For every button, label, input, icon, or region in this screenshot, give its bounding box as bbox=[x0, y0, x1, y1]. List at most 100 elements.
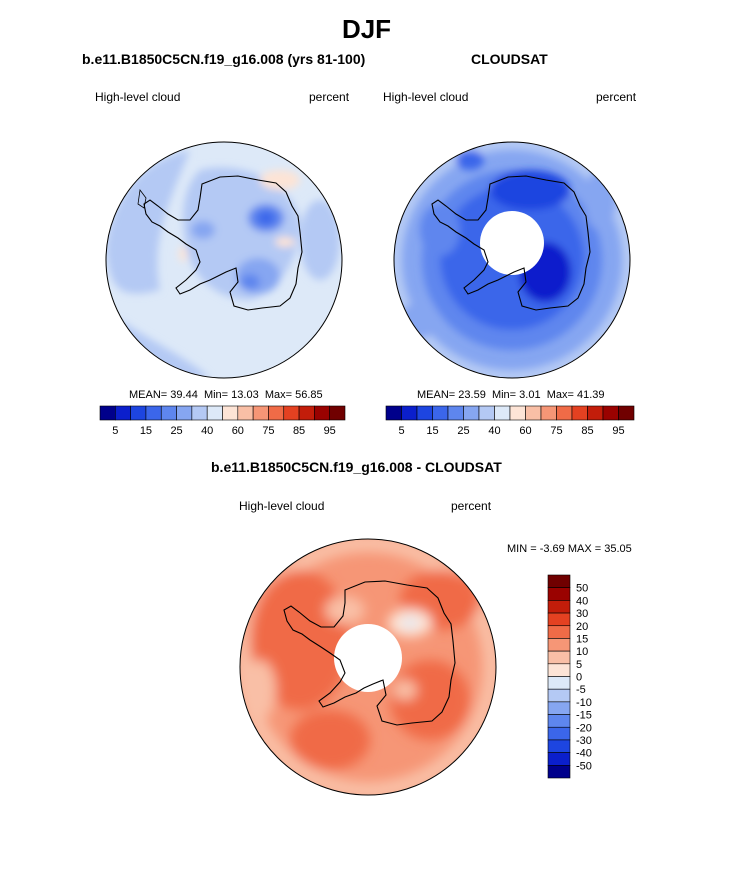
obs-colorbar-box bbox=[416, 405, 433, 421]
model-variable-label: High-level cloud bbox=[95, 90, 181, 104]
obs-colorbar-box bbox=[602, 405, 619, 421]
obs-coastline bbox=[431, 175, 591, 311]
obs-colorbar-box bbox=[447, 405, 464, 421]
diff-colorbar-tick-label: 40 bbox=[576, 595, 588, 607]
diff-colorbar-box bbox=[547, 752, 571, 766]
diff-colorbar-box bbox=[547, 663, 571, 677]
model-colorbar-box bbox=[298, 405, 315, 421]
obs-colorbar-box bbox=[463, 405, 480, 421]
obs-missing-data-hole bbox=[480, 211, 544, 275]
diff-colorbar-box bbox=[547, 587, 571, 601]
model-colorbar-box bbox=[130, 405, 147, 421]
figure-title: DJF bbox=[341, 14, 392, 44]
model-colorbar-box bbox=[160, 405, 177, 421]
diff-colorbar-tick-label: 30 bbox=[576, 608, 588, 620]
model-colorbar-box bbox=[99, 405, 116, 421]
model-panel-title: b.e11.B1850C5CN.f19_g16.008 (yrs 81-100) bbox=[82, 51, 366, 67]
diff-colorbar-tick-label: -5 bbox=[576, 684, 586, 696]
diff-variable-label: High-level cloud bbox=[239, 499, 325, 513]
diff-colorbar-box bbox=[547, 688, 571, 703]
obs-variable-label: High-level cloud bbox=[383, 90, 469, 104]
model-colorbar-box bbox=[268, 405, 285, 421]
model-coastline bbox=[143, 175, 303, 311]
obs-map bbox=[394, 142, 630, 378]
diff-colorbar-tick-label: 5 bbox=[576, 659, 582, 671]
diff-colorbar-box bbox=[547, 676, 571, 690]
model-colorbar-box bbox=[252, 405, 269, 421]
model-colorbar-tick-label: 25 bbox=[170, 425, 182, 437]
model-colorbar-tick-label: 75 bbox=[262, 425, 274, 437]
diff-colorbar-box bbox=[547, 650, 571, 665]
model-units-label: percent bbox=[309, 90, 350, 104]
model-colorbar-box bbox=[176, 405, 193, 421]
model-colorbar-tick-label: 15 bbox=[140, 425, 152, 437]
model-colorbar-box bbox=[191, 405, 208, 421]
diff-colorbar-tick-label: -50 bbox=[576, 760, 592, 772]
obs-colorbar-tick-label: 15 bbox=[426, 425, 438, 437]
obs-colorbar-box bbox=[540, 405, 557, 421]
diff-colorbar-box bbox=[547, 574, 571, 588]
diff-colorbar-box bbox=[547, 714, 571, 728]
diff-cloud-field bbox=[240, 539, 496, 795]
diff-colorbar-tick-label: 15 bbox=[576, 633, 588, 645]
model-colorbar-box bbox=[237, 405, 254, 421]
obs-colorbar-tick-label: 75 bbox=[550, 425, 562, 437]
diff-colorbar-box bbox=[547, 726, 571, 741]
diff-colorbar-box bbox=[547, 612, 571, 627]
obs-colorbar-box bbox=[556, 405, 573, 421]
model-colorbar-box bbox=[283, 405, 300, 421]
model-colorbar-box bbox=[115, 405, 131, 421]
model-colorbar-box bbox=[206, 405, 223, 421]
obs-colorbar-tick-label: 85 bbox=[581, 425, 593, 437]
obs-colorbar-box bbox=[525, 405, 542, 421]
model-colorbar-tick-label: 95 bbox=[324, 425, 336, 437]
model-colorbar-box bbox=[314, 405, 330, 421]
obs-colorbar-box bbox=[509, 405, 526, 421]
obs-colorbar-box bbox=[432, 405, 449, 421]
diff-colorbar-box bbox=[547, 701, 571, 715]
obs-colorbar-box bbox=[618, 405, 635, 421]
obs-colorbar-tick-label: 95 bbox=[612, 425, 624, 437]
model-colorbar: 5 15 25 40 60 75 85 95 bbox=[99, 405, 346, 437]
model-map bbox=[106, 142, 342, 378]
diff-colorbar-tick-label: -40 bbox=[576, 748, 592, 760]
obs-stats: MEAN= 23.59 Min= 3.01 Max= 41.39 bbox=[417, 389, 605, 401]
diff-colorbar-box bbox=[547, 739, 571, 753]
obs-colorbar-box bbox=[401, 405, 418, 421]
diff-colorbar-box bbox=[547, 625, 571, 639]
obs-colorbar: 5 15 25 40 60 75 85 95 bbox=[385, 405, 635, 437]
diff-colorbar-box bbox=[547, 600, 571, 614]
diff-colorbar-tick-label: -20 bbox=[576, 722, 592, 734]
diff-missing-data-hole bbox=[334, 624, 402, 692]
obs-colorbar-box bbox=[494, 405, 511, 421]
obs-colorbar-box bbox=[478, 405, 495, 421]
diff-units-label: percent bbox=[451, 499, 492, 513]
obs-map-border bbox=[393, 141, 631, 379]
obs-colorbar-box bbox=[571, 405, 588, 421]
obs-colorbar-box bbox=[385, 405, 402, 421]
diff-map-border bbox=[239, 538, 497, 796]
obs-panel-title: CLOUDSAT bbox=[471, 51, 548, 67]
model-colorbar-box bbox=[145, 405, 162, 421]
diff-colorbar-tick-label: -10 bbox=[576, 697, 592, 709]
diff-map bbox=[240, 539, 496, 795]
obs-colorbar-box bbox=[587, 405, 604, 421]
diff-colorbar-box bbox=[547, 638, 571, 652]
diff-colorbar-tick-label: 50 bbox=[576, 583, 588, 595]
diff-stats: MIN = -3.69 MAX = 35.05 bbox=[507, 543, 632, 555]
model-colorbar-tick-label: 40 bbox=[201, 425, 213, 437]
diff-colorbar-tick-label: 0 bbox=[576, 672, 582, 684]
model-map-border bbox=[105, 141, 343, 379]
obs-colorbar-tick-label: 40 bbox=[488, 425, 500, 437]
model-colorbar-tick-label: 5 bbox=[112, 425, 118, 437]
model-stats: MEAN= 39.44 Min= 13.03 Max= 56.85 bbox=[129, 389, 323, 401]
obs-colorbar-tick-label: 60 bbox=[519, 425, 531, 437]
model-colorbar-tick-label: 60 bbox=[232, 425, 244, 437]
diff-colorbar-box bbox=[547, 765, 571, 779]
diff-colorbar-tick-label: -30 bbox=[576, 735, 592, 747]
model-colorbar-box bbox=[222, 405, 239, 421]
model-colorbar-box bbox=[329, 405, 346, 421]
obs-units-label: percent bbox=[596, 90, 637, 104]
